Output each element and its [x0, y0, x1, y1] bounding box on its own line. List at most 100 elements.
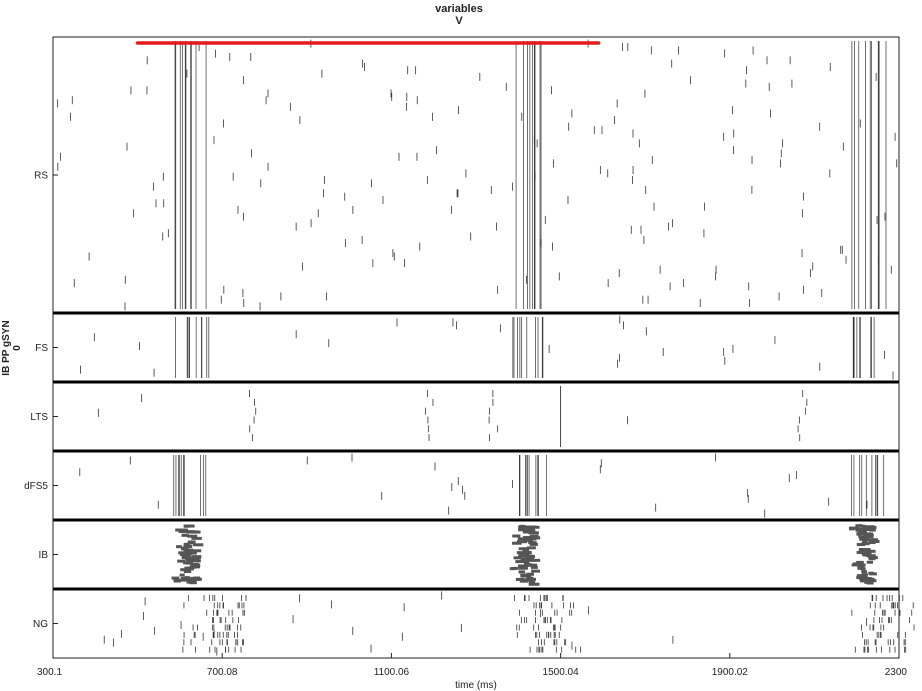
spike-mark [531, 536, 541, 540]
spike-mark [523, 563, 535, 567]
spike-mark [171, 576, 180, 580]
spike-mark [515, 577, 525, 581]
spikes-rs [57, 39, 898, 311]
spike-mark [528, 531, 539, 535]
spike-mark [856, 543, 866, 547]
spike-mark [190, 558, 200, 562]
spike-mark [866, 526, 873, 530]
spike-mark [523, 561, 530, 565]
spike-mark [187, 567, 194, 571]
spike-mark [180, 576, 190, 580]
y-axis-label: IB PP gSYN 0 [1, 320, 23, 375]
spike-mark [866, 581, 874, 585]
spike-mark [859, 537, 868, 541]
spike-mark [528, 582, 540, 586]
spike-mark [511, 566, 519, 570]
spike-mark [518, 528, 529, 532]
spike-mark [862, 548, 871, 552]
spike-mark [179, 573, 185, 577]
population-label-ng: NG [33, 619, 48, 630]
spike-mark [866, 554, 876, 558]
spike-mark [183, 524, 190, 528]
spike-mark [518, 554, 524, 558]
spike-mark [182, 578, 193, 582]
spike-mark [190, 530, 201, 534]
spike-mark [868, 579, 877, 583]
spike-mark [855, 528, 863, 532]
spike-mark [520, 574, 526, 578]
spike-mark [175, 528, 186, 532]
spikes-lts [97, 386, 808, 447]
spike-mark [523, 551, 532, 555]
spike-mark [513, 556, 522, 560]
spike-mark [525, 556, 534, 560]
spike-mark [870, 540, 880, 544]
x-tick-label: 1500.04 [543, 667, 580, 678]
spike-mark [531, 569, 541, 573]
spike-mark [856, 532, 868, 536]
chart-title-line2: V [455, 15, 463, 27]
spike-mark [862, 539, 868, 543]
spike-mark [853, 562, 864, 566]
spike-mark [529, 528, 535, 532]
population-label-rs: RS [34, 171, 48, 182]
spikes-ib [171, 524, 880, 586]
spike-mark [516, 540, 528, 544]
spike-mark [848, 526, 859, 530]
spike-mark [191, 536, 202, 540]
spike-mark [856, 574, 868, 578]
x-tick-label: 1100.06 [374, 667, 410, 678]
chart-title-line1: variables [435, 3, 483, 15]
spike-mark [191, 549, 202, 553]
spike-mark [858, 535, 869, 539]
spike-mark [856, 550, 868, 554]
spike-mark [868, 556, 877, 560]
spike-mark [517, 537, 525, 541]
spike-mark [529, 525, 540, 529]
spike-mark [866, 560, 874, 564]
spike-mark [183, 542, 191, 546]
spike-mark [181, 547, 188, 551]
spike-mark [522, 530, 531, 534]
spike-mark [516, 551, 522, 555]
spike-mark [186, 530, 193, 534]
x-tick-label: 1900.02 [712, 667, 749, 678]
y-axis-label-line1: IB PP gSYN [1, 320, 12, 375]
spike-mark [192, 543, 204, 547]
spike-mark [512, 541, 522, 545]
spike-mark [526, 546, 536, 550]
spike-layer [57, 39, 915, 656]
spike-mark [528, 541, 537, 545]
spike-mark [869, 572, 877, 576]
spike-mark [518, 564, 528, 568]
population-label-ib: IB [39, 550, 49, 561]
spike-mark [173, 579, 181, 583]
x-axis-label: time (ms) [455, 680, 497, 691]
spikes-fs [80, 315, 894, 380]
spike-mark [183, 570, 192, 574]
spike-mark [525, 577, 534, 581]
spike-mark [528, 558, 536, 562]
spike-mark [191, 577, 201, 581]
spike-mark [177, 559, 186, 563]
spike-mark [859, 578, 869, 582]
spike-mark [512, 534, 521, 538]
spike-mark [181, 556, 191, 560]
spike-mark [868, 528, 876, 532]
x-tick-label: 2300 [885, 667, 908, 678]
spike-mark [181, 533, 189, 537]
spike-mark [857, 566, 865, 570]
spike-mark [518, 559, 526, 563]
spike-mark [529, 542, 538, 546]
spike-mark [186, 559, 193, 563]
spike-mark [529, 534, 539, 538]
population-labels: RS FS LTS dFS5 IB NG [24, 171, 58, 630]
spike-mark [858, 527, 869, 531]
population-label-lts: LTS [30, 412, 48, 423]
spike-mark [518, 570, 526, 574]
spike-mark [187, 541, 194, 545]
spike-mark [189, 581, 197, 585]
spike-mark [866, 549, 876, 553]
spike-mark [520, 557, 531, 561]
spike-mark [191, 555, 202, 559]
